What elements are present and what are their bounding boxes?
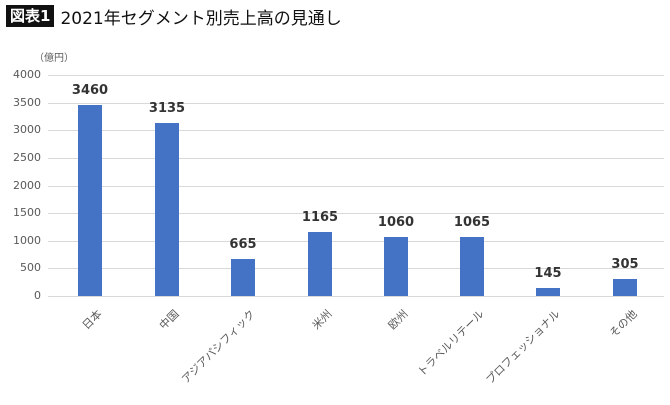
bar xyxy=(308,231,332,296)
bar xyxy=(231,259,255,296)
bar xyxy=(460,237,484,296)
y-tick-label: 1000 xyxy=(13,234,41,247)
gridline xyxy=(48,186,664,187)
bar xyxy=(78,104,102,296)
x-tick-label: 日本 xyxy=(79,307,105,333)
x-tick-label: 中国 xyxy=(156,307,182,333)
y-tick-label: 0 xyxy=(34,289,41,302)
y-tick-label: 2500 xyxy=(13,151,41,164)
chart-title: 2021年セグメント別売上高の見通し xyxy=(60,8,342,29)
bar-value-label: 3135 xyxy=(148,100,186,116)
y-tick-label: 3000 xyxy=(13,123,41,136)
bar-value-label: 1060 xyxy=(377,215,415,231)
bar-value-label: 145 xyxy=(534,265,562,281)
y-tick-label: 4000 xyxy=(13,68,41,81)
y-axis-unit: （億円） xyxy=(34,53,74,64)
gridline xyxy=(48,268,664,269)
gridline xyxy=(48,241,664,242)
bar-value-label: 3460 xyxy=(71,82,109,98)
gridline xyxy=(48,296,664,297)
x-tick-label: その他 xyxy=(607,307,640,340)
y-tick-label: 2000 xyxy=(13,179,41,192)
y-tick-label: 500 xyxy=(20,261,41,274)
chart-header: 図表1 2021年セグメント別売上高の見通し xyxy=(6,4,342,29)
x-tick-label: アジアパシフィック xyxy=(179,307,258,386)
gridline xyxy=(48,213,664,214)
y-tick-label: 1500 xyxy=(13,206,41,219)
bar xyxy=(536,287,560,296)
gridline xyxy=(48,158,664,159)
x-tick-label: 欧州 xyxy=(385,307,411,333)
gridline xyxy=(48,75,664,76)
bar xyxy=(384,237,408,296)
x-tick-label: 米州 xyxy=(309,307,335,333)
bar-value-label: 665 xyxy=(229,237,257,253)
gridline xyxy=(48,130,664,131)
bar-value-label: 305 xyxy=(611,257,639,273)
x-tick-label: プロフェッショナル xyxy=(483,307,563,387)
bar-value-label: 1065 xyxy=(453,215,491,231)
bar-value-label: 1165 xyxy=(301,209,339,225)
y-tick-label: 3500 xyxy=(13,96,41,109)
bar xyxy=(155,122,179,296)
bar xyxy=(613,279,637,296)
gridline xyxy=(48,103,664,104)
x-tick-label: トラベルリテール xyxy=(415,307,487,379)
figure-badge: 図表1 xyxy=(6,5,55,27)
